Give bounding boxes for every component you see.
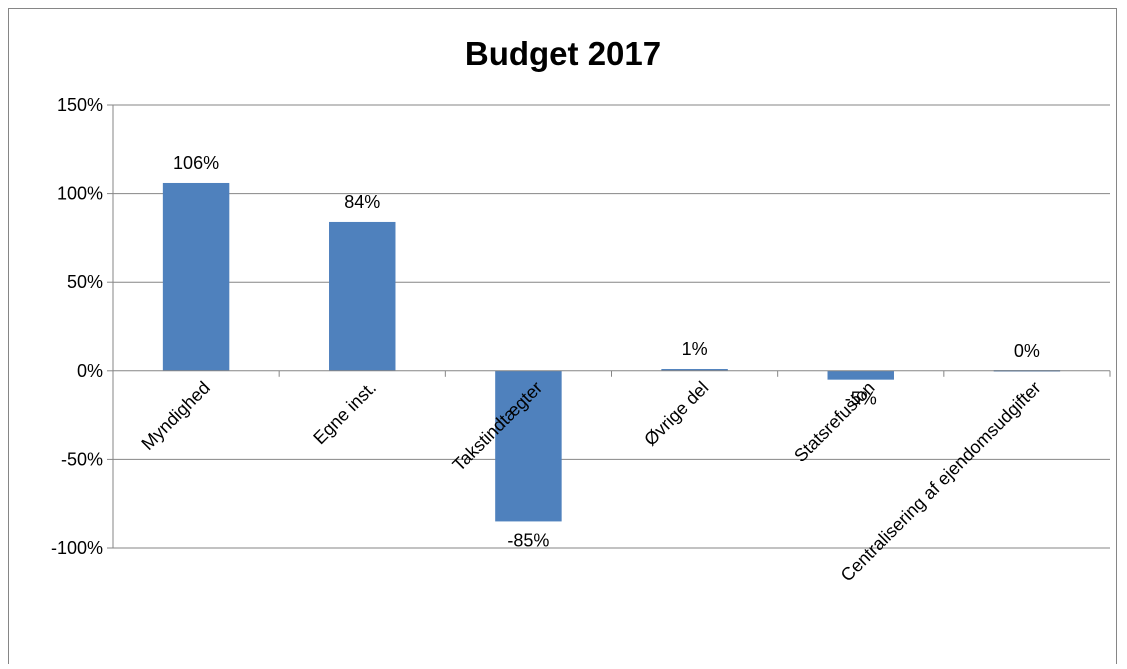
y-tick-label: 100% bbox=[57, 184, 103, 204]
bar bbox=[162, 182, 230, 371]
data-label: 0% bbox=[1014, 341, 1040, 361]
y-tick-label: -50% bbox=[61, 449, 103, 469]
data-label: 106% bbox=[173, 153, 219, 173]
chart-title: Budget 2017 bbox=[465, 35, 661, 72]
data-label: -5% bbox=[845, 389, 877, 409]
bar bbox=[329, 221, 396, 371]
bar bbox=[495, 370, 562, 522]
y-tick-label: 150% bbox=[57, 95, 103, 115]
data-label: 84% bbox=[344, 192, 380, 212]
y-tick-label: 0% bbox=[77, 361, 103, 381]
bar bbox=[827, 370, 894, 380]
y-tick-label: -100% bbox=[51, 538, 103, 558]
y-tick-label: 50% bbox=[67, 272, 103, 292]
data-label: -85% bbox=[507, 530, 549, 550]
bar bbox=[661, 369, 728, 371]
data-label: 1% bbox=[682, 339, 708, 359]
